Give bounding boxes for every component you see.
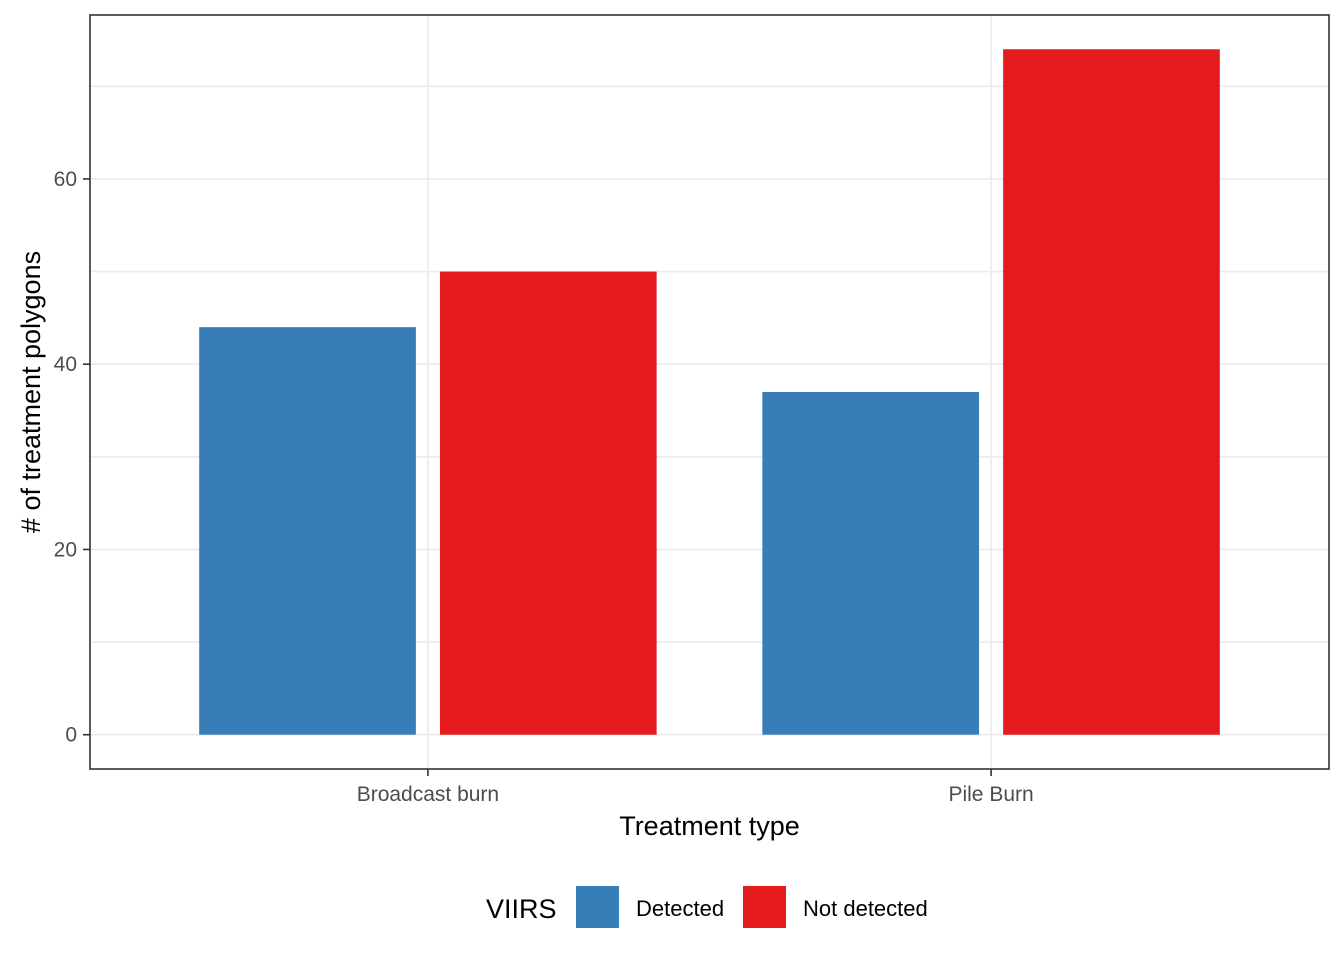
bar-not-detected-pile-burn <box>1003 49 1220 735</box>
y-tick-label: 60 <box>54 168 77 191</box>
legend-key-not-detected <box>743 886 786 928</box>
y-tick-label: 20 <box>54 538 77 561</box>
bar-not-detected-broadcast-burn <box>439 271 657 735</box>
y-axis-title: # of treatment polygons <box>16 251 46 533</box>
y-tick-label: 0 <box>65 724 77 747</box>
plot-panel-border <box>89 14 1330 770</box>
legend-label-not-detected: Not detected <box>803 896 928 921</box>
legend-key-detected <box>576 886 619 928</box>
legend-title: VIIRS <box>486 894 557 924</box>
bars-layer <box>199 49 1220 735</box>
legend-label-detected: Detected <box>636 896 724 921</box>
x-tick-label: Broadcast burn <box>357 783 499 806</box>
legend: VIIRS Detected Not detected <box>486 886 928 928</box>
x-tick-label: Pile Burn <box>948 783 1033 806</box>
x-axis-title: Treatment type <box>619 811 800 841</box>
bar-detected-broadcast-burn <box>199 327 416 735</box>
y-tick-label: 40 <box>54 353 77 376</box>
axis-layer: 0 20 40 60 Broadcast burn Pile Burn <box>54 168 1034 806</box>
bar-detected-pile-burn <box>762 392 980 735</box>
